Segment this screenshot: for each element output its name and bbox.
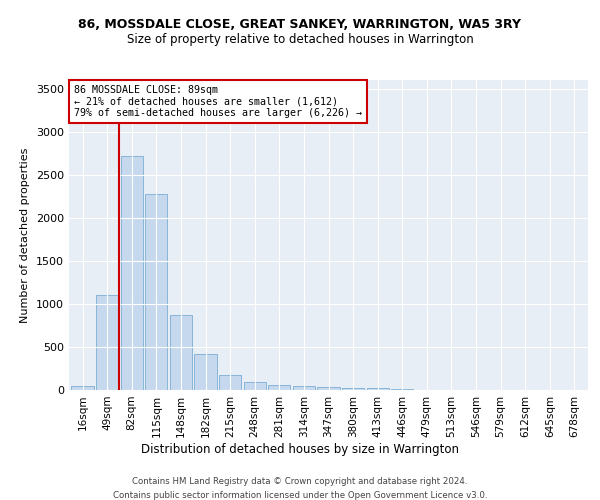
Bar — [342, 388, 364, 390]
Text: Contains HM Land Registry data © Crown copyright and database right 2024.: Contains HM Land Registry data © Crown c… — [132, 478, 468, 486]
Text: 86 MOSSDALE CLOSE: 89sqm
← 21% of detached houses are smaller (1,612)
79% of sem: 86 MOSSDALE CLOSE: 89sqm ← 21% of detach… — [74, 84, 362, 118]
Bar — [121, 156, 143, 390]
Text: Size of property relative to detached houses in Warrington: Size of property relative to detached ho… — [127, 32, 473, 46]
Bar — [145, 194, 167, 390]
Bar — [367, 388, 389, 390]
Bar — [194, 354, 217, 390]
Bar — [391, 389, 413, 390]
Bar — [268, 385, 290, 390]
Bar — [219, 376, 241, 390]
Y-axis label: Number of detached properties: Number of detached properties — [20, 148, 31, 322]
Bar — [293, 386, 315, 390]
Bar — [96, 296, 118, 390]
Bar — [170, 315, 192, 390]
Text: Contains public sector information licensed under the Open Government Licence v3: Contains public sector information licen… — [113, 491, 487, 500]
Bar — [71, 386, 94, 390]
Text: Distribution of detached houses by size in Warrington: Distribution of detached houses by size … — [141, 442, 459, 456]
Text: 86, MOSSDALE CLOSE, GREAT SANKEY, WARRINGTON, WA5 3RY: 86, MOSSDALE CLOSE, GREAT SANKEY, WARRIN… — [79, 18, 521, 30]
Bar — [244, 382, 266, 390]
Bar — [317, 387, 340, 390]
